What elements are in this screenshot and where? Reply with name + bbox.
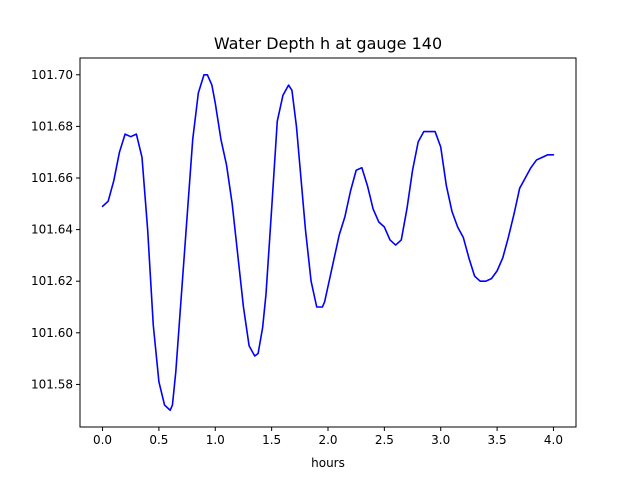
x-tick-label: 3.5 (488, 433, 507, 447)
y-tick-label: 101.64 (31, 223, 73, 237)
y-axis: 101.58 101.60 101.62 101.64 101.66 101.68 101.… (31, 68, 80, 391)
y-tick-label: 101.66 (31, 171, 73, 185)
x-tick-label: 0.0 (93, 433, 112, 447)
x-tick-label: 2.5 (375, 433, 394, 447)
x-tick-label: 3.0 (431, 433, 450, 447)
x-tick-label: 4.0 (544, 433, 563, 447)
y-tick-label: 101.60 (31, 326, 73, 340)
series-line (101, 73, 555, 412)
y-tick-label: 101.58 (31, 377, 73, 391)
y-tick-label: 101.62 (31, 274, 73, 288)
x-axis: 0.0 0.5 1.0 1.5 2.0 2.5 3.0 3.5 4.0 (93, 427, 563, 447)
x-tick-label: 0.5 (149, 433, 168, 447)
y-tick-label: 101.70 (31, 68, 73, 82)
axes-frame (79, 57, 577, 428)
chart-title: Water Depth h at gauge 140 (214, 34, 442, 53)
y-tick-label: 101.68 (31, 119, 73, 133)
plot-area (101, 73, 555, 412)
x-tick-label: 2.0 (318, 433, 337, 447)
x-tick-label: 1.5 (262, 433, 281, 447)
x-axis-label: hours (311, 456, 345, 470)
x-tick-label: 1.0 (206, 433, 225, 447)
